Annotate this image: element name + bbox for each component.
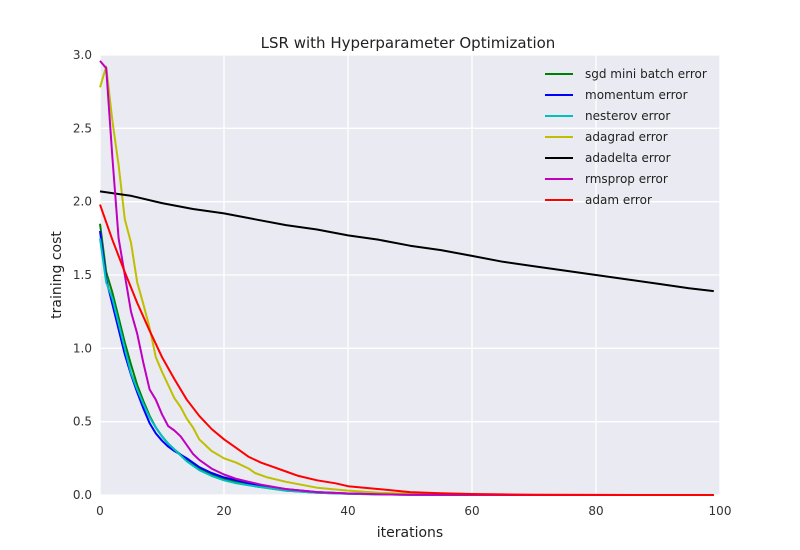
y-tick-label: 0.0 xyxy=(73,488,92,502)
y-axis-label: training cost xyxy=(49,231,65,319)
x-tick-label: 60 xyxy=(464,504,479,518)
y-tick-label: 0.5 xyxy=(73,415,92,429)
grid-lines xyxy=(99,54,721,496)
series-line xyxy=(99,190,714,293)
legend-label: momentum error xyxy=(585,88,688,102)
legend-label: adadelta error xyxy=(585,151,671,165)
y-axis-ticks: 0.0 0.5 1.0 1.5 2.0 2.5 3.0 xyxy=(73,48,92,502)
series-lines xyxy=(99,60,714,496)
chart-title: LSR with Hyperparameter Optimization xyxy=(261,34,556,52)
x-tick-label: 20 xyxy=(216,504,231,518)
y-tick-label: 3.0 xyxy=(73,48,92,62)
y-tick-label: 1.5 xyxy=(73,268,92,282)
y-tick-label: 2.5 xyxy=(73,121,92,135)
legend: sgd mini batch error momentum error nester… xyxy=(545,67,707,207)
series-line xyxy=(99,60,714,496)
legend-label: adagrad error xyxy=(585,130,668,144)
x-axis-ticks: 0 20 40 60 80 100 xyxy=(96,504,731,518)
x-tick-label: 100 xyxy=(709,504,732,518)
legend-label: adam error xyxy=(585,193,652,207)
x-tick-label: 40 xyxy=(340,504,355,518)
x-tick-label: 0 xyxy=(96,504,104,518)
y-tick-label: 2.0 xyxy=(73,195,92,209)
legend-label: rmsprop error xyxy=(585,172,668,186)
y-tick-label: 1.0 xyxy=(73,341,92,355)
x-axis-label: iterations xyxy=(377,525,443,541)
x-tick-label: 80 xyxy=(588,504,603,518)
series-line xyxy=(99,204,714,496)
legend-label: nesterov error xyxy=(585,109,670,123)
series-line xyxy=(99,65,714,496)
legend-label: sgd mini batch error xyxy=(585,67,707,81)
